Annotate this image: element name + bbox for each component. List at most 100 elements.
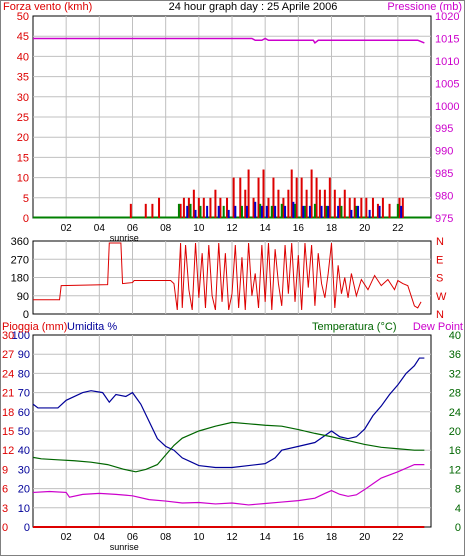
- wind-y-tick-label: 35: [17, 72, 29, 84]
- wind-green-bar: [259, 203, 262, 218]
- wind-avg-bar: [274, 205, 277, 218]
- humidity-axis-title: Umidita %: [67, 321, 117, 333]
- rain-y-tick-label: 27: [2, 349, 14, 361]
- wind-green-bar: [280, 203, 283, 218]
- temperature-y-tick-label: 0: [455, 522, 461, 534]
- rain-y-tick-label: 0: [2, 522, 8, 534]
- pressure-y-tick-label: 975: [435, 213, 453, 225]
- wind-gust-bar: [381, 197, 384, 218]
- wind-green-bar: [240, 205, 243, 218]
- wind-gust-bar: [247, 169, 250, 218]
- temperature-y-tick-label: 32: [449, 368, 461, 380]
- temperature-y-tick-label: 36: [449, 349, 461, 361]
- humidity-y-tick-label: 90: [18, 349, 30, 361]
- wind-gust-bar: [144, 203, 147, 218]
- wind-gust-bar: [239, 177, 242, 218]
- wind-gust-bar: [282, 197, 285, 218]
- x-tick-label: 14: [260, 223, 272, 234]
- wind-avg-bar: [337, 205, 340, 218]
- rain-y-tick-label: 30: [2, 330, 14, 342]
- direction-y-tick-label: 270: [11, 254, 29, 266]
- humidity-y-tick-label: 50: [18, 426, 30, 438]
- x-tick-label: 12: [226, 223, 238, 234]
- compass-label: S: [436, 273, 443, 285]
- rain-y-tick-label: 3: [2, 503, 8, 515]
- x-tick-label: 18: [326, 532, 338, 543]
- wind-y-tick-label: 25: [17, 112, 29, 124]
- direction-y-tick-label: 90: [17, 291, 29, 303]
- wind-gust-bar: [338, 197, 341, 218]
- x-tick-label: 12: [226, 532, 238, 543]
- wind-avg-bar: [327, 205, 330, 218]
- wind-gust-bar: [226, 197, 229, 218]
- wind-avg-bar: [302, 205, 305, 218]
- pressure-y-tick-label: 1005: [435, 78, 459, 90]
- wind-avg-bar: [350, 209, 353, 218]
- wind-gust-bar: [192, 189, 195, 218]
- x-tick-label: 10: [193, 532, 205, 543]
- wind-avg-bar: [292, 201, 295, 218]
- wind-green-bar: [355, 205, 358, 218]
- wind-y-tick-label: 30: [17, 92, 29, 104]
- wind-y-tick-label: 50: [17, 11, 29, 23]
- wind-gust-bar: [348, 197, 351, 218]
- temperature-y-tick-label: 20: [449, 426, 461, 438]
- x-tick-label: 10: [193, 223, 205, 234]
- humidity-y-tick-label: 0: [24, 522, 30, 534]
- wind-gust-bar: [214, 189, 217, 218]
- rain-axis-title: Pioggia (mm): [2, 321, 67, 333]
- humidity-y-tick-label: 20: [18, 484, 30, 496]
- wind-direction-line: [33, 242, 422, 311]
- wind-gust-bar: [300, 177, 303, 218]
- wind-y-tick-label: 40: [17, 51, 29, 63]
- compass-label: N: [436, 309, 444, 321]
- wind-avg-bar: [254, 201, 257, 218]
- x-tick-label: 22: [392, 532, 404, 543]
- rain-y-tick-label: 6: [2, 484, 8, 496]
- compass-label: W: [436, 291, 447, 303]
- pressure-y-tick-label: 1015: [435, 33, 459, 45]
- humidity-y-tick-label: 40: [18, 445, 30, 457]
- x-tick-label: 02: [61, 223, 73, 234]
- wind-green-bar: [189, 203, 192, 218]
- wind-green-bar: [222, 205, 225, 218]
- sunrise-label: sunrise: [110, 233, 139, 243]
- wind-gust-bar: [333, 189, 336, 218]
- pressure-y-tick-label: 1020: [435, 11, 459, 23]
- humidity-y-tick-label: 30: [18, 464, 30, 476]
- humidity-y-tick-label: 70: [18, 388, 30, 400]
- wind-avg-bar: [227, 209, 230, 218]
- wind-gust-bar: [151, 203, 154, 218]
- wind-avg-bar: [320, 205, 323, 218]
- rain-y-tick-label: 18: [2, 407, 14, 419]
- wind-green-bar: [270, 205, 273, 218]
- wind-avg-bar: [217, 205, 220, 218]
- wind-avg-bar: [245, 205, 248, 218]
- x-tick-label: 06: [127, 223, 139, 234]
- wind-avg-bar: [357, 205, 360, 218]
- temperature-line: [32, 421, 425, 473]
- humidity-line: [32, 357, 425, 469]
- wind-y-tick-label: 5: [23, 193, 29, 205]
- x-tick-label: 08: [160, 532, 172, 543]
- chart-marks: [32, 37, 431, 528]
- wind-gust-bar: [318, 189, 321, 218]
- wind-green-bar: [294, 203, 297, 218]
- wind-gust-bar: [376, 203, 379, 218]
- temperature-axis-title: Temperatura (°C): [312, 321, 396, 333]
- humidity-y-tick-label: 80: [18, 368, 30, 380]
- wind-green-bar: [177, 203, 180, 218]
- rain-y-tick-label: 21: [2, 388, 14, 400]
- humidity-y-tick-label: 100: [12, 330, 30, 342]
- wind-gust-bar: [323, 189, 326, 218]
- wind-gust-bar: [272, 177, 275, 218]
- wind-gust-bar: [371, 197, 374, 218]
- wind-gust-bar: [179, 203, 182, 218]
- wind-green-bar: [325, 205, 328, 218]
- pressure-y-tick-label: 1010: [435, 56, 459, 68]
- wind-avg-bar: [378, 205, 381, 218]
- wind-y-tick-label: 20: [17, 132, 29, 144]
- direction-y-tick-label: 360: [11, 236, 29, 248]
- wind-green-bar: [396, 203, 399, 218]
